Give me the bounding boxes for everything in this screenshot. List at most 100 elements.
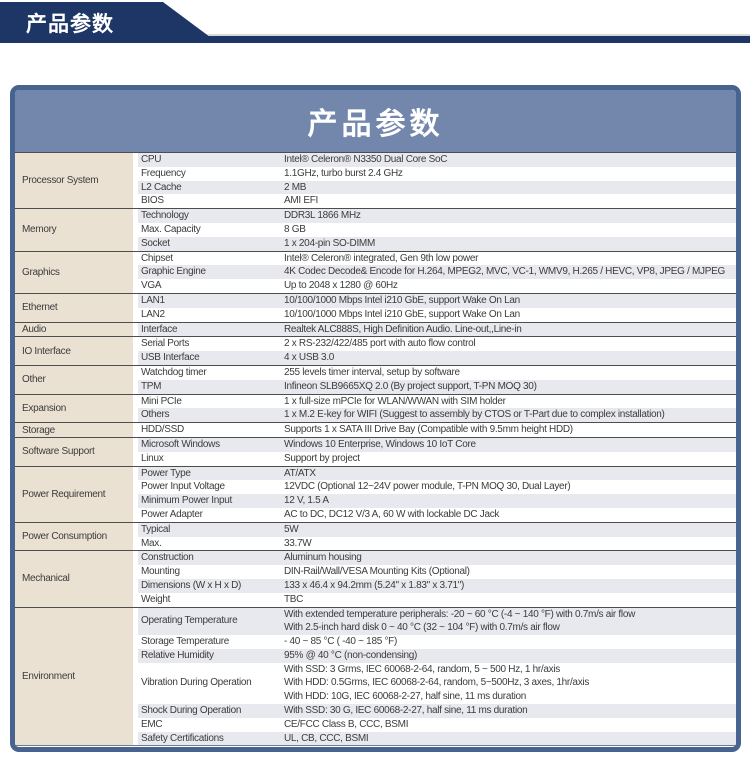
spec-section: Ethernet LAN1 10/100/1000 Mbps Intel i210 … [15, 292, 736, 322]
spec-label: Power Input Voltage [141, 481, 225, 493]
spec-value: DDR3L 1866 MHz [284, 210, 361, 222]
spec-label: Shock During Operation [141, 705, 242, 717]
category-gutter [133, 337, 138, 365]
spec-label: Weight [141, 593, 171, 605]
category-gutter [133, 322, 138, 337]
spec-label: Linux [141, 452, 164, 464]
spec-value: 4K Codec Decode& Encode for H.264, MPEG2… [284, 266, 725, 278]
spec-value: Intel® Celeron® N3350 Dual Core SoC [284, 154, 448, 165]
spec-row: BIOS AMI EFI [138, 194, 736, 208]
spec-section: Expansion Mini PCIe 1 x full-size mPCIe fo… [15, 393, 736, 423]
spec-table: Processor System CPU Intel® Celeron® N3350… [15, 152, 736, 747]
spec-value: With extended temperature peripherals: -… [284, 608, 636, 634]
spec-row: Linux Support by project [138, 452, 736, 466]
spec-label: Chipset [141, 252, 173, 264]
spec-label: LAN1 [141, 294, 165, 306]
spec-value: Supports 1 x SATA III Drive Bay (Compati… [284, 424, 573, 436]
category-cell: Storage [15, 423, 133, 437]
spec-value: Realtek ALC888S, High Definition Audio. … [284, 323, 522, 335]
spec-value: 33.7W [284, 537, 312, 549]
spec-value: Aluminum housing [284, 552, 362, 564]
card-header: 产品参数 [15, 90, 736, 152]
spec-label: Serial Ports [141, 338, 190, 350]
section-rows: Watchdog timer 255 levels timer interval,… [138, 366, 736, 394]
spec-row: Technology DDR3L 1866 MHz [138, 209, 736, 223]
category-gutter [133, 551, 138, 607]
spec-label: Interface [141, 323, 178, 335]
spec-label: USB Interface [141, 352, 200, 364]
category-gutter [133, 466, 138, 522]
spec-value: 12VDC (Optional 12~24V power module, T-P… [284, 481, 571, 493]
spec-value: 8 GB [284, 223, 306, 235]
spec-label: Operating Temperature [141, 615, 238, 627]
category-cell: Memory [15, 209, 133, 251]
category-gutter [133, 607, 138, 746]
category-gutter [133, 365, 138, 394]
spec-row: USB Interface 4 x USB 3.0 [138, 351, 736, 365]
category-cell: Environment [15, 607, 133, 746]
spec-value: Windows 10 Enterprise, Windows 10 IoT Co… [284, 438, 476, 450]
category-cell: Expansion [15, 394, 133, 423]
spec-label: CPU [141, 154, 162, 165]
spec-row: LAN2 10/100/1000 Mbps Intel i210 GbE, sup… [138, 308, 736, 322]
spec-label: HDD/SSD [141, 424, 184, 436]
spec-row: Frequency 1.1GHz, turbo burst 2.4 GHz [138, 167, 736, 181]
spec-label: Max. Capacity [141, 223, 201, 235]
spec-row: Max. Capacity 8 GB [138, 223, 736, 237]
spec-label: Frequency [141, 167, 186, 179]
ribbon-title: 产品参数 [26, 12, 114, 36]
category-gutter [133, 153, 138, 209]
section-ribbon: 产品参数 [0, 2, 218, 43]
spec-label: BIOS [141, 195, 164, 207]
spec-row: Serial Ports 2 x RS-232/422/485 port with… [138, 337, 736, 351]
spec-value: DIN-Rail/Wall/VESA Mounting Kits (Option… [284, 566, 470, 578]
spec-value: With SSD: 30 G, IEC 60068-2-27, half sin… [284, 705, 528, 717]
spec-value: 95% @ 40 °C (non-condensing) [284, 649, 418, 661]
spec-value: CE/FCC Class B, CCC, BSMI [284, 718, 409, 730]
category-cell: Software Support [15, 437, 133, 466]
spec-section: Other Watchdog timer 255 levels timer inte… [15, 364, 736, 394]
spec-label: Construction [141, 552, 194, 564]
spec-section: Memory Technology DDR3L 1866 MHz Max. Capac… [15, 208, 736, 251]
category-gutter [133, 522, 138, 551]
spec-section: IO Interface Serial Ports 2 x RS-232/422/4… [15, 336, 736, 365]
spec-row: Watchdog timer 255 levels timer interval,… [138, 366, 736, 380]
spec-value: AC to DC, DC12 V/3 A, 60 W with lockable… [284, 508, 500, 520]
spec-section: Power Consumption Typical 5W Max. 33.7W [15, 521, 736, 551]
card-title: 产品参数 [307, 108, 444, 141]
spec-label: Minimum Power Input [141, 495, 232, 507]
spec-label: LAN2 [141, 308, 165, 320]
spec-value: 1.1GHz, turbo burst 2.4 GHz [284, 167, 403, 179]
category-gutter [133, 293, 138, 322]
spec-section: Environment Operating Temperature With ext… [15, 606, 736, 746]
spec-value: 10/100/1000 Mbps Intel i210 GbE, support… [284, 308, 520, 320]
spec-label: L2 Cache [141, 181, 182, 193]
category-cell: Other [15, 365, 133, 394]
spec-section: Mechanical Construction Aluminum housing Mo… [15, 550, 736, 607]
spec-row: CPU Intel® Celeron® N3350 Dual Core SoC [138, 153, 736, 167]
spec-label: Technology [141, 210, 189, 222]
spec-row: Construction Aluminum housing [138, 551, 736, 566]
category-cell: Power Requirement [15, 466, 133, 522]
spec-value: 5W [284, 523, 299, 535]
spec-row: Socket 1 x 204-pin SO-DIMM [138, 236, 736, 251]
spec-section: Processor System CPU Intel® Celeron® N3350… [15, 152, 736, 209]
spec-row: Graphic Engine 4K Codec Decode& Encode fo… [138, 265, 736, 280]
spec-value: Intel® Celeron® integrated, Gen 9th low … [284, 252, 479, 264]
spec-label: Watchdog timer [141, 366, 207, 378]
spec-label: Power Adapter [141, 508, 203, 520]
spec-value: 255 levels timer interval, setup by soft… [284, 366, 460, 378]
spec-row: Shock During Operation With SSD: 30 G, IE… [138, 704, 736, 718]
spec-row: Operating Temperature With extended tempe… [138, 607, 736, 636]
spec-value: 1 x M.2 E-key for WIFI (Suggest to assem… [284, 409, 665, 421]
spec-value: TBC [284, 593, 304, 605]
section-rows: Construction Aluminum housing Mounting DIN-… [138, 551, 736, 606]
spec-row: TPM Infineon SLB9665XQ 2.0 (By project su… [138, 379, 736, 394]
spec-value: Up to 2048 x 1280 @ 60Hz [284, 280, 398, 292]
spec-value: Infineon SLB9665XQ 2.0 (By project suppo… [284, 380, 537, 392]
category-gutter [133, 251, 138, 293]
category-cell: Mechanical [15, 551, 133, 607]
spec-row: L2 Cache 2 MB [138, 180, 736, 195]
spec-value: UL, CB, CCC, BSMI [284, 732, 369, 744]
section-rows: Technology DDR3L 1866 MHz Max. Capacity 8 G… [138, 209, 736, 251]
